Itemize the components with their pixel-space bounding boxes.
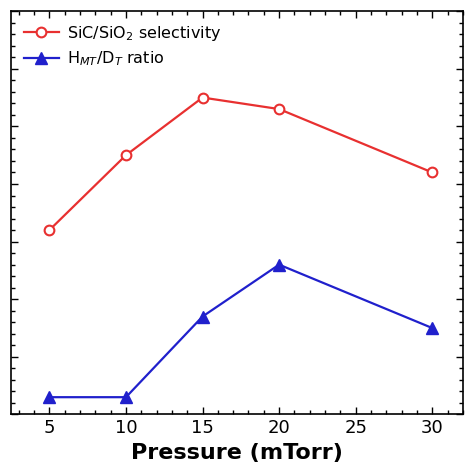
Line: H$_{MT}$/D$_T$ ratio: H$_{MT}$/D$_T$ ratio (43, 258, 438, 403)
SiC/SiO$_2$ selectivity (429, 170, 435, 175)
H$_{MT}$/D$_T$ ratio (429, 325, 435, 331)
Legend: SiC/SiO$_2$ selectivity, H$_{MT}$/D$_T$ ratio: SiC/SiO$_2$ selectivity, H$_{MT}$/D$_T$ … (19, 19, 226, 73)
H$_{MT}$/D$_T$ ratio (46, 394, 52, 400)
Line: SiC/SiO$_2$ selectivity: SiC/SiO$_2$ selectivity (45, 93, 437, 235)
H$_{MT}$/D$_T$ ratio (276, 262, 282, 267)
SiC/SiO$_2$ selectivity (276, 106, 282, 112)
SiC/SiO$_2$ selectivity (46, 227, 52, 233)
SiC/SiO$_2$ selectivity (123, 152, 129, 158)
H$_{MT}$/D$_T$ ratio (200, 314, 205, 319)
H$_{MT}$/D$_T$ ratio (123, 394, 129, 400)
SiC/SiO$_2$ selectivity (200, 95, 205, 100)
X-axis label: Pressure (mTorr): Pressure (mTorr) (131, 443, 343, 463)
